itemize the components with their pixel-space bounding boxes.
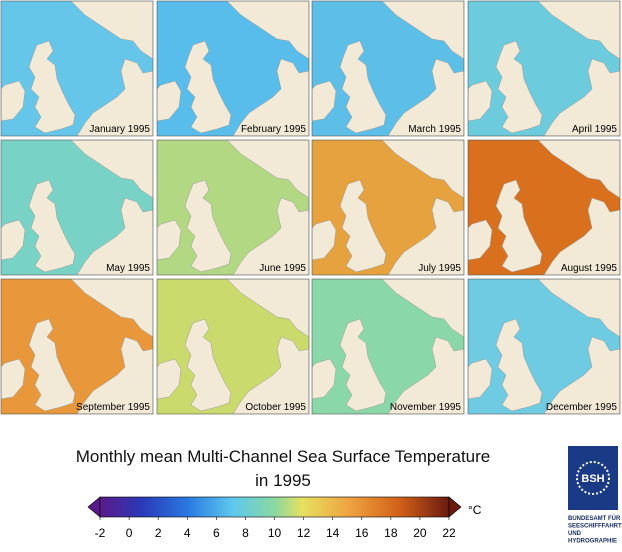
colorbar-tick-label: 8 bbox=[242, 526, 249, 540]
panel-label: August 1995 bbox=[561, 263, 618, 274]
panel-label: June 1995 bbox=[259, 263, 306, 274]
panel-frame bbox=[467, 278, 621, 415]
colorbar-arrow bbox=[87, 496, 101, 518]
map-panel: March 1995 bbox=[311, 0, 465, 137]
colorbar-tick-label: 20 bbox=[413, 526, 427, 540]
title-line: Monthly mean Multi-Channel Sea Surface T… bbox=[76, 447, 491, 466]
map-panel: December 1995 bbox=[467, 278, 621, 415]
colorbar-tick-label: 6 bbox=[213, 526, 220, 540]
panel-frame bbox=[0, 0, 154, 137]
panel-frame bbox=[156, 139, 310, 276]
map-panel: April 1995 bbox=[467, 0, 621, 137]
logo-text: UND bbox=[568, 531, 582, 537]
map-panel: June 1995 bbox=[156, 139, 310, 276]
map-panel: January 1995 bbox=[0, 0, 154, 137]
map-panel: October 1995 bbox=[156, 278, 310, 415]
panel-frame bbox=[311, 139, 465, 276]
colorbar-tick-label: 22 bbox=[442, 526, 456, 540]
colorbar-tick-label: 18 bbox=[384, 526, 398, 540]
map-panel: May 1995 bbox=[0, 139, 154, 276]
logo-text: SEESCHIFFFAHRT bbox=[568, 524, 622, 530]
panel-label: July 1995 bbox=[418, 263, 461, 274]
map-panel: July 1995 bbox=[311, 139, 465, 276]
panel-frame bbox=[311, 0, 465, 137]
title-line: in 1995 bbox=[255, 471, 311, 490]
colorbar-tick-label: 10 bbox=[268, 526, 282, 540]
logo-text: BUNDESAMT FÜR bbox=[568, 515, 621, 522]
panel-frame bbox=[467, 0, 621, 137]
panel-frame bbox=[0, 278, 154, 415]
colorbar-tick-label: -2 bbox=[95, 526, 106, 540]
colorbar-tick-label: 14 bbox=[326, 526, 340, 540]
map-panel: February 1995 bbox=[156, 0, 310, 137]
colorbar-tick-label: 4 bbox=[184, 526, 191, 540]
logo-text: HYDROGRAPHIE bbox=[568, 539, 617, 545]
logo-ring bbox=[576, 461, 610, 495]
map-panel: August 1995 bbox=[467, 139, 621, 276]
panel-label: February 1995 bbox=[241, 124, 306, 135]
panel-label: January 1995 bbox=[89, 124, 150, 135]
colorbar-arrow bbox=[448, 496, 462, 518]
colorbar-tick-label: 2 bbox=[155, 526, 162, 540]
panel-frame bbox=[467, 139, 621, 276]
logo-mark: BSH bbox=[581, 473, 604, 485]
colorbar-tick-label: 16 bbox=[355, 526, 369, 540]
panel-label: December 1995 bbox=[546, 402, 618, 413]
map-panel: November 1995 bbox=[311, 278, 465, 415]
panel-label: October 1995 bbox=[245, 402, 306, 413]
colorbar-tick-label: 12 bbox=[297, 526, 311, 540]
colorbar: °C bbox=[87, 496, 482, 518]
map-grid: January 1995 February 1995 March 1995 April… bbox=[0, 0, 621, 415]
logo: BSH bbox=[568, 446, 618, 510]
colorbar-tick-label: 0 bbox=[126, 526, 133, 540]
map-panel: September 1995 bbox=[0, 278, 154, 415]
panel-frame bbox=[311, 278, 465, 415]
panel-label: September 1995 bbox=[76, 402, 150, 413]
panel-label: March 1995 bbox=[408, 124, 461, 135]
panel-label: May 1995 bbox=[106, 263, 150, 274]
colorbar-bar bbox=[99, 496, 450, 518]
panel-label: April 1995 bbox=[572, 124, 617, 135]
colorbar-unit: °C bbox=[468, 503, 482, 517]
panel-frame bbox=[0, 139, 154, 276]
panel-frame bbox=[156, 278, 310, 415]
panel-frame bbox=[156, 0, 310, 137]
panel-label: November 1995 bbox=[390, 402, 462, 413]
